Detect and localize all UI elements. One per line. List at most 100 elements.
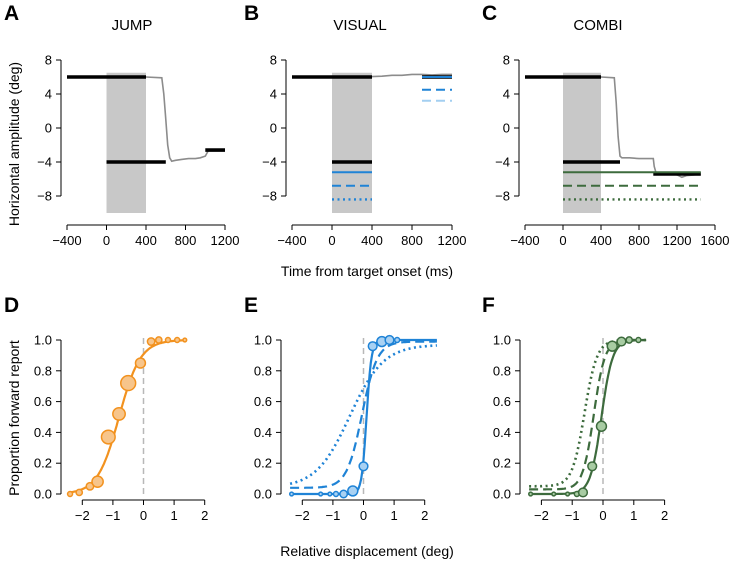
panel-c-y-tick-label: 4 <box>503 87 510 102</box>
panel-a-x-tick-label: 0 <box>103 233 110 248</box>
panel-e-x-tick-label: 0 <box>360 508 367 523</box>
panel-d-jump-psychometric: 0.0 0.2 0.4 0.6 0.8 1.0 −2 −1 0 1 2 <box>34 333 208 524</box>
panel-e-visual-psychometric: 0.0 0.2 0.4 0.6 0.8 1.0 −2 −1 0 1 2 <box>254 333 438 523</box>
panel-d-data-point <box>173 336 181 344</box>
top-x-axis-label: Time from target onset (ms) <box>281 263 453 279</box>
panel-f-x-tick-label: 1 <box>630 508 637 523</box>
panel-a-x-tick-label: 400 <box>135 233 157 248</box>
panel-f-data-point <box>635 336 642 344</box>
panel-c-combi-time-course: 8 4 0 −4 −8 −400 0 400 800 1200 1600 <box>495 53 729 249</box>
panel-e-data-point <box>327 491 333 497</box>
panel-c-x-tick-label: 1200 <box>663 233 692 248</box>
panel-e-data-point <box>384 334 395 346</box>
panel-f-data-point <box>625 336 634 344</box>
panel-d-data-point <box>146 337 156 347</box>
panel-b-x-tick-label: −400 <box>277 233 306 248</box>
panel-b-y-tick-label: −4 <box>262 155 277 170</box>
panel-b-y-tick-label: 8 <box>270 53 277 68</box>
panel-f-data-point <box>606 340 618 352</box>
panel-c-x-tick-label: −400 <box>510 233 539 248</box>
panel-a-shaded-interval <box>106 72 146 213</box>
panel-d-data-point <box>112 406 126 421</box>
panel-f-data-point <box>528 491 534 497</box>
panel-b-y-tick-label: −8 <box>262 189 277 204</box>
panel-f-data-point <box>587 461 598 472</box>
bottom-y-axis-label: Proportion forward report <box>6 340 22 496</box>
panel-e-data-point <box>358 461 369 472</box>
panel-e-data-point <box>318 491 324 497</box>
panel-a-x-tick-label: 1200 <box>211 233 240 248</box>
panel-a-x-tick-label: −400 <box>52 233 81 248</box>
panel-a-y-tick-label: 4 <box>45 87 52 102</box>
panel-e-y-tick-label: 1.0 <box>254 333 272 348</box>
panel-d-data-point <box>91 475 104 489</box>
panel-f-y-tick-label: 0.6 <box>493 394 511 409</box>
panel-d-x-tick-label: −1 <box>105 508 120 523</box>
panel-d-x-tick-label: 1 <box>170 508 177 523</box>
panel-b-shaded-interval <box>332 72 372 213</box>
panel-e-y-tick-label: 0.2 <box>254 456 272 471</box>
panel-f-y-tick-label: 0.0 <box>493 487 511 502</box>
panel-f-combi-psychometric: 0.0 0.2 0.4 0.6 0.8 1.0 −2 −1 0 1 2 <box>493 333 668 524</box>
top-y-axis-label: Horizontal amplitude (deg) <box>6 62 22 226</box>
panel-d-data-point <box>164 336 172 344</box>
panel-f-y-tick-label: 0.2 <box>493 456 511 471</box>
panel-f-data-point <box>595 420 608 432</box>
panel-d-y-tick-label: 0.4 <box>34 425 52 440</box>
panel-letter-f: F <box>482 294 495 317</box>
panel-title-b: VISUAL <box>333 17 386 34</box>
panel-f-fit-1 <box>529 338 647 491</box>
panel-e-fit-0 <box>290 338 437 496</box>
panel-e-data-point <box>393 336 401 344</box>
panel-f-fit-0 <box>529 338 647 496</box>
panel-d-y-tick-label: 0.2 <box>34 456 52 471</box>
panel-e-data-point <box>367 341 378 352</box>
panel-e-x-tick-label: 2 <box>421 508 428 523</box>
panel-d-x-tick-label: −2 <box>75 508 90 523</box>
panel-b-x-tick-label: 0 <box>328 233 335 248</box>
panel-d-y-tick-label: 1.0 <box>34 333 52 348</box>
panel-d-data-point <box>134 357 147 369</box>
panel-b-visual-time-course: 8 4 0 −4 −8 −400 0 400 800 1200 <box>262 53 466 249</box>
panel-e-data-point <box>347 485 359 497</box>
panel-e-fit-1 <box>290 340 437 489</box>
panel-f-x-tick-label: −1 <box>565 508 580 523</box>
panel-e-y-tick-label: 0.4 <box>254 425 272 440</box>
panel-d-data-point <box>154 336 163 344</box>
panel-c-shaded-interval <box>563 72 601 213</box>
panel-c-x-tick-label: 0 <box>559 233 566 248</box>
panel-b-x-tick-label: 800 <box>401 233 423 248</box>
panel-f-data-point <box>564 491 571 497</box>
panel-d-data-point <box>100 429 116 445</box>
panel-a-x-tick-label: 800 <box>175 233 197 248</box>
panel-e-x-tick-label: −1 <box>325 508 340 523</box>
bottom-x-axis-label: Relative displacement (deg) <box>280 543 454 559</box>
panel-c-y-tick-label: 8 <box>503 53 510 68</box>
panel-f-x-tick-label: −2 <box>534 508 549 523</box>
panel-f-y-tick-label: 0.4 <box>493 425 511 440</box>
panel-c-x-tick-label: 1600 <box>701 233 730 248</box>
panel-a-y-tick-label: −8 <box>37 189 52 204</box>
panel-d-data-point <box>120 374 137 392</box>
panel-f-data-point <box>551 491 557 497</box>
panel-letter-d: D <box>4 294 19 317</box>
panel-a-y-tick-label: 8 <box>45 53 52 68</box>
panel-d-x-tick-label: 2 <box>201 508 208 523</box>
panel-c-series-0 <box>525 76 701 179</box>
panel-b-x-tick-label: 1200 <box>438 233 467 248</box>
panel-d-y-tick-label: 0.8 <box>34 363 52 378</box>
panel-f-x-tick-label: 2 <box>661 508 668 523</box>
panel-f-data-point <box>616 336 627 347</box>
panel-c-y-tick-label: −4 <box>495 155 510 170</box>
panel-c-x-tick-label: 400 <box>590 233 612 248</box>
panel-e-x-tick-label: −2 <box>295 508 310 523</box>
panel-e-y-tick-label: 0.8 <box>254 363 272 378</box>
panel-d-x-tick-label: 0 <box>140 508 147 523</box>
panel-b-x-tick-label: 400 <box>361 233 383 248</box>
panel-e-x-tick-label: 1 <box>390 508 397 523</box>
panel-d-y-tick-label: 0.6 <box>34 394 52 409</box>
panel-b-y-tick-label: 0 <box>270 121 277 136</box>
panel-title-a: JUMP <box>112 17 153 34</box>
panel-e-data-point <box>332 490 340 498</box>
